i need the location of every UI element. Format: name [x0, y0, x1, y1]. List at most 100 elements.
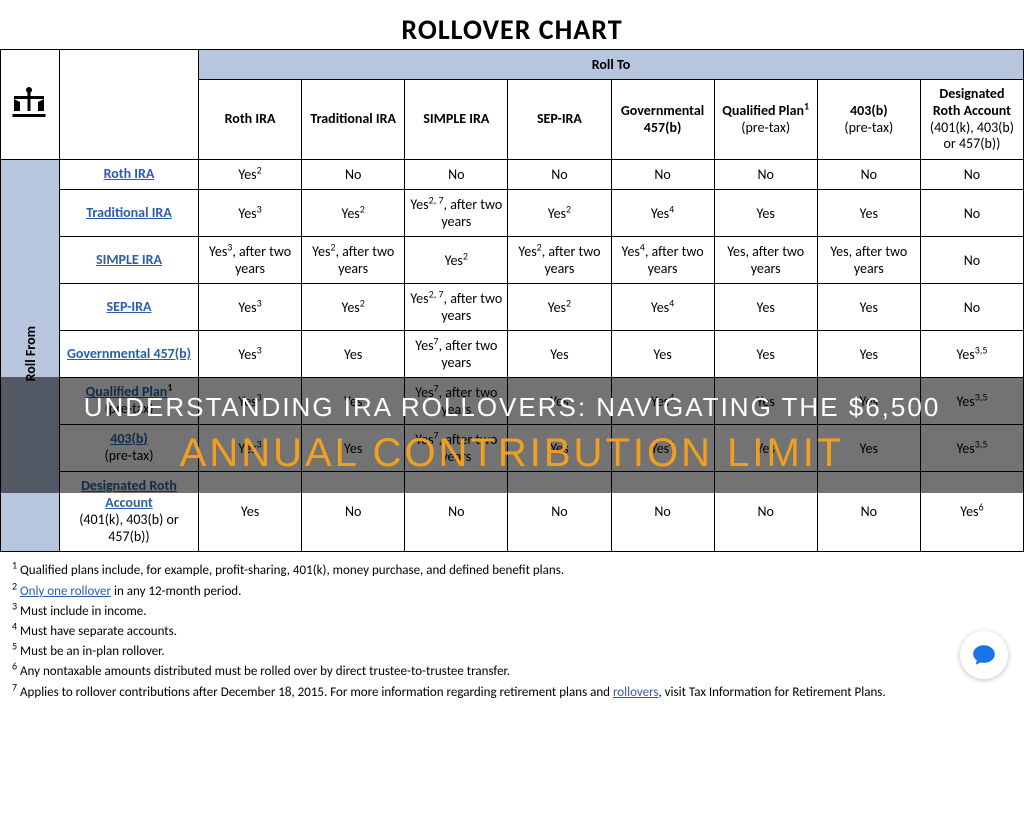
cell: No	[714, 160, 817, 190]
footnote-2: 2 Only one rollover in any 12-month peri…	[12, 583, 1012, 601]
cell: Yes2	[302, 190, 405, 237]
cell: No	[405, 472, 508, 552]
page-title: ROLLOVER CHART	[0, 0, 1024, 49]
cell: Yes	[714, 190, 817, 237]
col-head-2: SIMPLE IRA	[405, 80, 508, 160]
cell: Yes	[714, 425, 817, 472]
col-head-4: Governmental 457(b)	[611, 80, 714, 160]
cell: Yes	[714, 378, 817, 425]
cell: Yes6	[920, 472, 1023, 552]
table-row: Designated Roth Account(401(k), 403(b) o…	[1, 472, 1024, 552]
cell: No	[817, 472, 920, 552]
cell: Yes2, 7, after two years	[405, 190, 508, 237]
cell: Yes2	[199, 160, 302, 190]
cell: Yes3,5	[920, 331, 1023, 378]
cell: Yes3	[199, 378, 302, 425]
row-label-1[interactable]: Traditional IRA	[60, 190, 199, 237]
col-head-0: Roth IRA	[199, 80, 302, 160]
col-head-5: Qualified Plan1(pre-tax)	[714, 80, 817, 160]
page-container: ROLLOVER CHART Roll To Roth IRATradition…	[0, 0, 1024, 714]
cell: No	[508, 160, 611, 190]
chat-bubble-button[interactable]	[960, 631, 1008, 679]
cell: Yes4	[611, 425, 714, 472]
cell: Yes4	[611, 190, 714, 237]
row-label-2[interactable]: SIMPLE IRA	[60, 237, 199, 284]
table-row: Traditional IRAYes3Yes2Yes2, 7, after tw…	[1, 190, 1024, 237]
cell: Yes2, 7, after two years	[405, 284, 508, 331]
cell: Yes2, after two years	[508, 237, 611, 284]
row-label-3[interactable]: SEP-IRA	[60, 284, 199, 331]
cell: No	[920, 190, 1023, 237]
cell: Yes	[508, 331, 611, 378]
cell: No	[302, 472, 405, 552]
cell: Yes3	[199, 331, 302, 378]
table-row: 403(b)(pre-tax)Yes3YesYes7, after two ye…	[1, 425, 1024, 472]
cell: No	[508, 472, 611, 552]
cell: Yes4	[611, 378, 714, 425]
cell: Yes2	[508, 284, 611, 331]
col-head-1: Traditional IRA	[302, 80, 405, 160]
cell: Yes	[817, 284, 920, 331]
footnote-1: 1 Qualified plans include, for example, …	[12, 562, 1012, 580]
row-label-0[interactable]: Roth IRA	[60, 160, 199, 190]
cell: No	[611, 160, 714, 190]
cell: Yes2	[508, 190, 611, 237]
cell: Yes2	[405, 237, 508, 284]
cell: Yes	[817, 378, 920, 425]
row-label-7[interactable]: Designated Roth Account(401(k), 403(b) o…	[60, 472, 199, 552]
footnotes-block: 1 Qualified plans include, for example, …	[0, 552, 1024, 713]
table-row: Roll FromRoth IRAYes2NoNoNoNoNoNoNo	[1, 160, 1024, 190]
cell: Yes	[817, 331, 920, 378]
row-label-6[interactable]: 403(b)(pre-tax)	[60, 425, 199, 472]
cell: Yes	[817, 190, 920, 237]
cell: Yes3,5	[920, 425, 1023, 472]
footnote-3: 3 Must include in income.	[12, 603, 1012, 621]
cell: Yes7, after two years	[405, 425, 508, 472]
col-head-7: Designated Roth Account(401(k), 403(b) o…	[920, 80, 1023, 160]
cell: Yes3,5	[920, 378, 1023, 425]
cell: No	[920, 160, 1023, 190]
footnote-4: 4 Must have separate accounts.	[12, 623, 1012, 641]
cell: Yes2	[302, 284, 405, 331]
cell: Yes3	[199, 190, 302, 237]
cell: No	[817, 160, 920, 190]
cell: Yes3	[199, 425, 302, 472]
table-row: SEP-IRAYes3Yes2Yes2, 7, after two yearsY…	[1, 284, 1024, 331]
cell: Yes	[714, 331, 817, 378]
irs-logo-cell	[1, 50, 60, 160]
col-head-3: SEP-IRA	[508, 80, 611, 160]
rollover-table: Roll To Roth IRATraditional IRASIMPLE IR…	[0, 49, 1024, 552]
cell: Yes	[508, 425, 611, 472]
cell: Yes7, after two years	[405, 331, 508, 378]
cell: Yes, after two years	[714, 237, 817, 284]
col-head-6: 403(b)(pre-tax)	[817, 80, 920, 160]
footnote-6: 6 Any nontaxable amounts distributed mus…	[12, 663, 1012, 681]
cell: Yes	[302, 331, 405, 378]
table-body: Roll FromRoth IRAYes2NoNoNoNoNoNoNoTradi…	[1, 160, 1024, 552]
blank-header	[60, 50, 199, 160]
table-row: Qualified Plan1(pre-tax)Yes3YesYes7, aft…	[1, 378, 1024, 425]
row-label-5[interactable]: Qualified Plan1(pre-tax)	[60, 378, 199, 425]
cell: Yes, after two years	[817, 237, 920, 284]
roll-from-header: Roll From	[1, 160, 60, 552]
cell: No	[302, 160, 405, 190]
cell: No	[405, 160, 508, 190]
cell: Yes	[302, 425, 405, 472]
cell: Yes3	[199, 284, 302, 331]
cell: Yes	[199, 472, 302, 552]
cell: No	[920, 237, 1023, 284]
cell: No	[920, 284, 1023, 331]
irs-eagle-icon	[5, 77, 53, 133]
cell: Yes7, after two years	[405, 378, 508, 425]
cell: No	[611, 472, 714, 552]
footnote-link[interactable]: Only one rollover	[20, 584, 111, 599]
cell: Yes3, after two years	[199, 237, 302, 284]
cell: Yes4	[611, 284, 714, 331]
footnote-5: 5 Must be an in-plan rollover.	[12, 643, 1012, 661]
cell: Yes	[817, 425, 920, 472]
table-row: Governmental 457(b)Yes3YesYes7, after tw…	[1, 331, 1024, 378]
footnote-link[interactable]: rollovers	[613, 685, 659, 700]
cell: Yes2, after two years	[302, 237, 405, 284]
cell: Yes	[302, 378, 405, 425]
row-label-4[interactable]: Governmental 457(b)	[60, 331, 199, 378]
